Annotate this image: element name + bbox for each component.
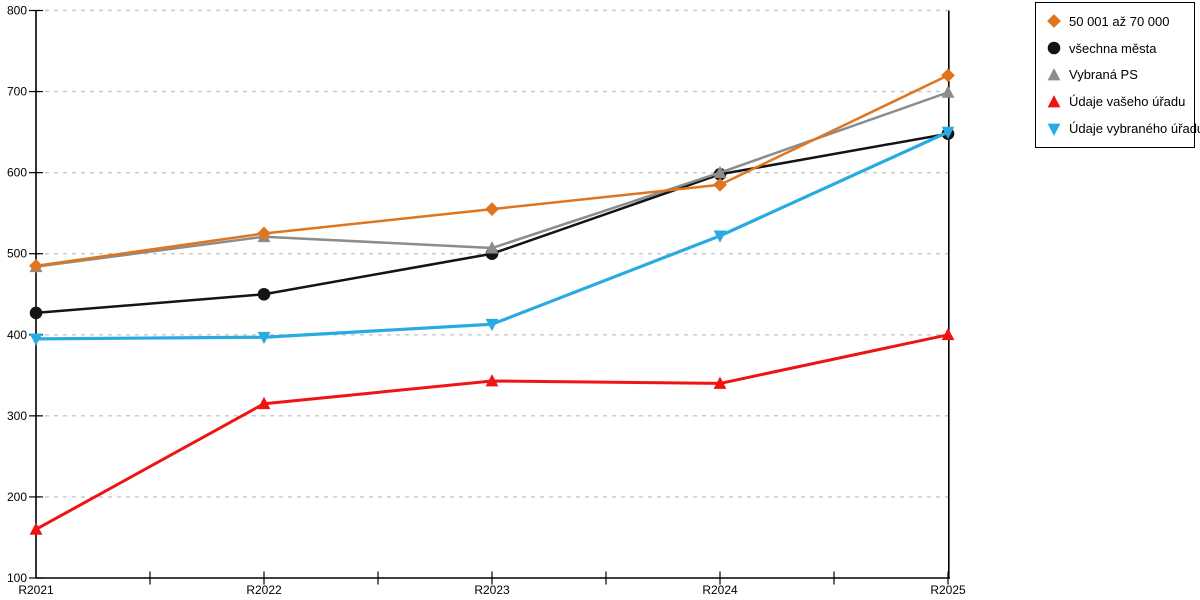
series-4 bbox=[29, 126, 955, 346]
legend-item-label: 50 001 až 70 000 bbox=[1069, 13, 1170, 29]
legend-item-label: Vybraná PS bbox=[1069, 67, 1138, 83]
x-tick-label: R2023 bbox=[474, 583, 510, 597]
legend-item: všechna města bbox=[1046, 40, 1190, 56]
series-line bbox=[34, 91, 950, 268]
triangle-down-legend-icon bbox=[1047, 123, 1061, 136]
diamond-legend-icon bbox=[1047, 14, 1061, 29]
triangle-up-marker-icon bbox=[941, 85, 955, 98]
triangle-up-marker-icon bbox=[941, 327, 955, 341]
triangle-up-legend-icon bbox=[1047, 94, 1061, 108]
triangle-up-marker-icon bbox=[257, 396, 271, 410]
y-tick-label: 700 bbox=[7, 85, 27, 99]
triangle-down-marker-icon bbox=[941, 126, 955, 140]
circle-marker-icon bbox=[1047, 41, 1061, 55]
circle-legend-icon bbox=[1047, 41, 1061, 55]
series-line bbox=[34, 333, 950, 531]
triangle-down-marker-icon bbox=[257, 331, 271, 345]
legend: 50 001 až 70 000 všechna města Vybraná PS Ú… bbox=[1035, 2, 1200, 148]
series-1 bbox=[29, 127, 955, 320]
triangle-up-marker-icon bbox=[713, 165, 727, 179]
series-line bbox=[34, 74, 950, 268]
legend-item: 50 001 až 70 000 bbox=[1046, 13, 1190, 29]
triangle-up-marker-icon bbox=[1047, 94, 1061, 108]
series-line bbox=[34, 132, 950, 315]
diamond-marker-icon bbox=[257, 226, 271, 241]
triangle-down-marker-icon bbox=[29, 333, 43, 346]
y-tick-label: 500 bbox=[7, 247, 27, 261]
diamond-marker-icon bbox=[713, 177, 727, 192]
diamond-marker-icon bbox=[29, 258, 43, 273]
y-tick-label: 800 bbox=[7, 4, 27, 18]
triangle-up-legend-icon bbox=[1047, 68, 1061, 81]
triangle-up-marker-icon bbox=[485, 241, 499, 254]
diamond-marker-icon bbox=[1047, 14, 1061, 29]
triangle-down-marker-icon bbox=[1047, 123, 1061, 136]
y-tick-label: 200 bbox=[7, 490, 27, 504]
legend-item: Vybraná PS bbox=[1046, 67, 1190, 83]
x-tick-label: R2025 bbox=[930, 583, 966, 597]
x-tick-label: R2021 bbox=[18, 583, 54, 597]
triangle-up-marker-icon bbox=[713, 376, 727, 389]
triangle-down-marker-icon bbox=[485, 318, 499, 332]
diamond-marker-icon bbox=[941, 68, 955, 83]
legend-item: Údaje vybraného úřadu bbox=[1046, 121, 1200, 137]
diamond-marker-icon bbox=[485, 202, 499, 217]
y-tick-label: 300 bbox=[7, 409, 27, 423]
triangle-up-marker-icon bbox=[485, 374, 499, 387]
triangle-up-marker-icon bbox=[29, 522, 43, 535]
triangle-up-marker-icon bbox=[1047, 68, 1061, 81]
x-tick-label: R2022 bbox=[246, 583, 282, 597]
series-line bbox=[34, 130, 950, 341]
x-tick-label: R2024 bbox=[702, 583, 738, 597]
circle-marker-icon bbox=[257, 287, 271, 301]
legend-item-label: Údaje vašeho úřadu bbox=[1069, 94, 1186, 110]
series-0 bbox=[29, 68, 955, 273]
legend-item-label: všechna města bbox=[1069, 40, 1157, 56]
series-3 bbox=[29, 327, 955, 535]
y-tick-label: 400 bbox=[7, 328, 27, 342]
legend-item: Údaje vašeho úřadu bbox=[1046, 94, 1190, 110]
y-tick-label: 600 bbox=[7, 166, 27, 180]
triangle-down-marker-icon bbox=[713, 230, 727, 243]
y-tick-label: 100 bbox=[7, 571, 27, 585]
circle-marker-icon bbox=[29, 306, 43, 320]
series-2 bbox=[29, 85, 955, 273]
legend-item-label: Údaje vybraného úřadu bbox=[1069, 121, 1200, 137]
